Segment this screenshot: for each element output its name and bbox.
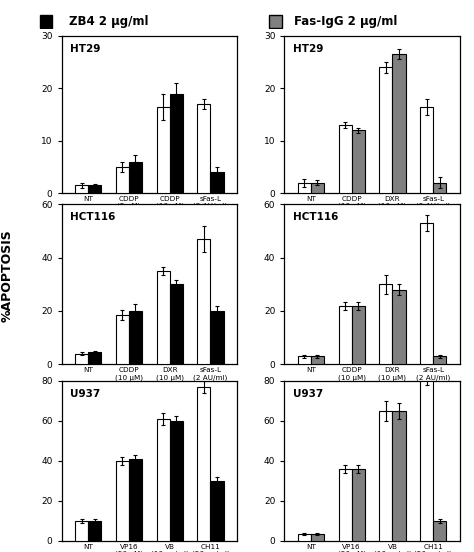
Bar (379, 67, 392, 193)
Bar (75, 185, 88, 193)
Text: HT29: HT29 (71, 44, 101, 54)
Bar (433, 521, 447, 541)
Bar (116, 461, 129, 541)
Bar (420, 381, 433, 541)
Bar (116, 167, 129, 193)
Text: %APOPTOSIS: %APOPTOSIS (0, 230, 14, 322)
Bar (88, 352, 101, 364)
Bar (311, 357, 324, 364)
Bar (129, 459, 142, 541)
Text: U937: U937 (293, 389, 323, 399)
Text: HCT116: HCT116 (293, 213, 338, 222)
Bar (39, 14, 52, 29)
Bar (129, 162, 142, 193)
Bar (338, 125, 352, 193)
Bar (88, 185, 101, 193)
Bar (75, 354, 88, 364)
Bar (392, 290, 406, 364)
Bar (170, 284, 183, 364)
Bar (420, 107, 433, 193)
Bar (352, 130, 365, 193)
Bar (156, 107, 170, 193)
Bar (269, 14, 282, 29)
Bar (433, 183, 447, 193)
Text: U937: U937 (71, 389, 100, 399)
Bar (352, 306, 365, 364)
Bar (129, 311, 142, 364)
Bar (170, 93, 183, 193)
Bar (392, 54, 406, 193)
Bar (210, 481, 224, 541)
Bar (298, 534, 311, 541)
Bar (338, 469, 352, 541)
Bar (156, 419, 170, 541)
Bar (156, 271, 170, 364)
Text: Fas-IgG 2 μg/ml: Fas-IgG 2 μg/ml (294, 15, 397, 28)
Bar (88, 521, 101, 541)
Bar (379, 411, 392, 541)
Bar (210, 311, 224, 364)
Bar (298, 357, 311, 364)
Bar (433, 357, 447, 364)
Text: HT29: HT29 (293, 44, 324, 54)
Bar (311, 534, 324, 541)
Text: ZB4 2 μg/ml: ZB4 2 μg/ml (69, 15, 148, 28)
Bar (170, 421, 183, 541)
Bar (338, 306, 352, 364)
Bar (379, 284, 392, 364)
Bar (210, 172, 224, 193)
Bar (75, 521, 88, 541)
Bar (352, 469, 365, 541)
Bar (311, 183, 324, 193)
Bar (198, 387, 210, 541)
Bar (198, 104, 210, 193)
Bar (198, 239, 210, 364)
Bar (116, 315, 129, 364)
Bar (392, 411, 406, 541)
Bar (420, 223, 433, 364)
Bar (298, 183, 311, 193)
Text: HCT116: HCT116 (71, 213, 116, 222)
